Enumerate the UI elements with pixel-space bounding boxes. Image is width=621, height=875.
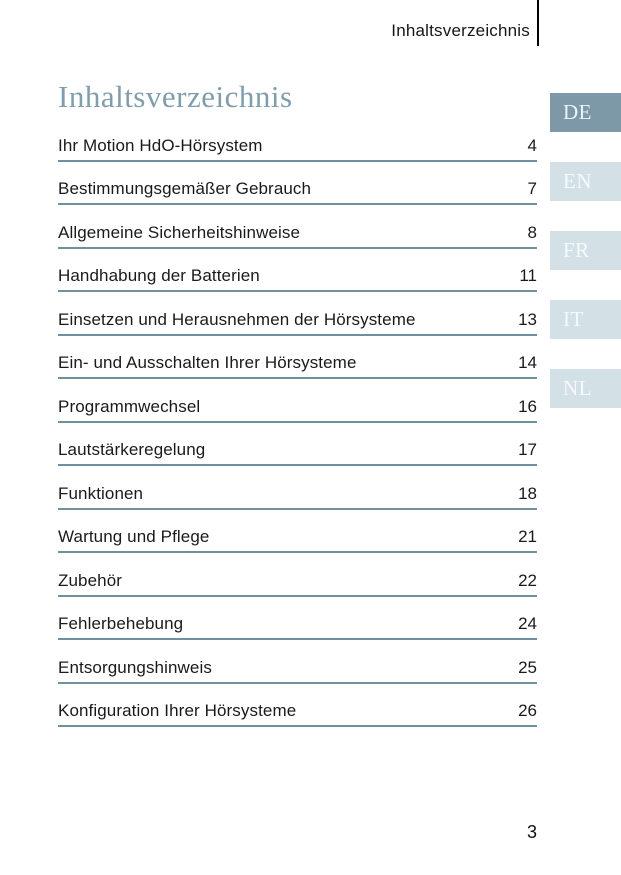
language-tab-label: EN xyxy=(563,169,592,193)
toc-entry-page-number: 8 xyxy=(527,222,537,242)
header-rule xyxy=(537,0,539,46)
toc-entry[interactable]: Konfiguration Ihrer Hörsysteme 26 xyxy=(58,684,537,727)
page-title: Inhaltsverzeichnis xyxy=(58,79,293,114)
toc-entry-page-number: 25 xyxy=(518,657,537,677)
toc-entry[interactable]: Fehlerbehebung 24 xyxy=(58,597,537,640)
toc-entry-label: Handhabung der Batterien xyxy=(58,266,260,285)
toc-entry-label: Lautstärkeregelung xyxy=(58,440,206,459)
language-tab-label: NL xyxy=(563,376,592,400)
toc-entry-label: Funktionen xyxy=(58,483,144,503)
toc-entry[interactable]: Programmwechsel 16 xyxy=(58,379,537,423)
toc-entry-page-number: 22 xyxy=(518,570,537,590)
toc-entry[interactable]: Funktionen 18 xyxy=(58,466,537,510)
toc-entry-page-number: 4 xyxy=(527,135,537,155)
toc-entry[interactable]: Wartung und Pflege 21 xyxy=(58,510,537,553)
toc-entry[interactable]: Handhabung der Batterien 11 xyxy=(58,249,537,292)
toc-entry-page-number: 18 xyxy=(518,483,537,503)
toc-entry-label: Wartung und Pflege xyxy=(58,527,210,546)
language-tab[interactable]: FR xyxy=(550,231,621,270)
language-tab-label: FR xyxy=(563,238,590,262)
toc-entry-page-number: 13 xyxy=(518,309,537,329)
language-tab[interactable]: IT xyxy=(550,300,621,339)
toc-entry-page-number: 14 xyxy=(518,353,537,372)
page-number: 3 xyxy=(526,822,537,842)
language-tab[interactable]: NL xyxy=(550,369,621,408)
language-tab-label: IT xyxy=(563,307,584,331)
toc-entry[interactable]: Allgemeine Sicherheitshinweise 8 xyxy=(58,205,537,249)
toc-entry-page-number: 21 xyxy=(518,527,537,546)
toc-entry[interactable]: Bestimmungsgemäßer Gebrauch 7 xyxy=(58,162,537,205)
toc-entry-page-number: 24 xyxy=(518,614,537,633)
toc-entry-label: Ihr Motion HdO-Hörsystem xyxy=(58,135,263,155)
toc-entry-label: Ein- und Ausschalten Ihrer Hörsysteme xyxy=(58,353,357,372)
toc-entry[interactable]: Lautstärkeregelung 17 xyxy=(58,423,537,466)
language-tab[interactable]: EN xyxy=(550,162,621,201)
toc-entry-label: Zubehör xyxy=(58,570,123,590)
toc-entry-label: Konfiguration Ihrer Hörsysteme xyxy=(58,701,297,720)
table-of-contents: Ihr Motion HdO-Hörsystem 4 Bestimmungsge… xyxy=(58,118,537,727)
toc-entry-label: Allgemeine Sicherheitshinweise xyxy=(58,222,301,242)
language-tab-label: DE xyxy=(563,100,592,124)
toc-entry[interactable]: Einsetzen und Herausnehmen der Hörsystem… xyxy=(58,292,537,336)
toc-entry-label: Fehlerbehebung xyxy=(58,614,184,633)
toc-entry-page-number: 16 xyxy=(518,396,537,416)
toc-entry-label: Entsorgungshinweis xyxy=(58,657,212,677)
toc-entry[interactable]: Zubehör 22 xyxy=(58,553,537,597)
toc-entry-page-number: 11 xyxy=(519,266,537,285)
toc-entry-page-number: 26 xyxy=(518,701,537,720)
toc-entry[interactable]: Ihr Motion HdO-Hörsystem 4 xyxy=(58,118,537,162)
toc-entry-label: Programmwechsel xyxy=(58,396,201,416)
toc-entry-page-number: 17 xyxy=(518,440,537,459)
language-tab[interactable]: DE xyxy=(550,93,621,132)
running-header-title: Inhaltsverzeichnis xyxy=(391,21,530,40)
toc-entry[interactable]: Entsorgungshinweis 25 xyxy=(58,640,537,684)
toc-entry-label: Einsetzen und Herausnehmen der Hörsystem… xyxy=(58,309,416,329)
toc-entry-label: Bestimmungsgemäßer Gebrauch xyxy=(58,179,312,198)
toc-entry-page-number: 7 xyxy=(527,179,537,198)
language-tab-bar: DE EN FR IT NL xyxy=(550,93,621,408)
toc-entry[interactable]: Ein- und Ausschalten Ihrer Hörsysteme 14 xyxy=(58,336,537,379)
